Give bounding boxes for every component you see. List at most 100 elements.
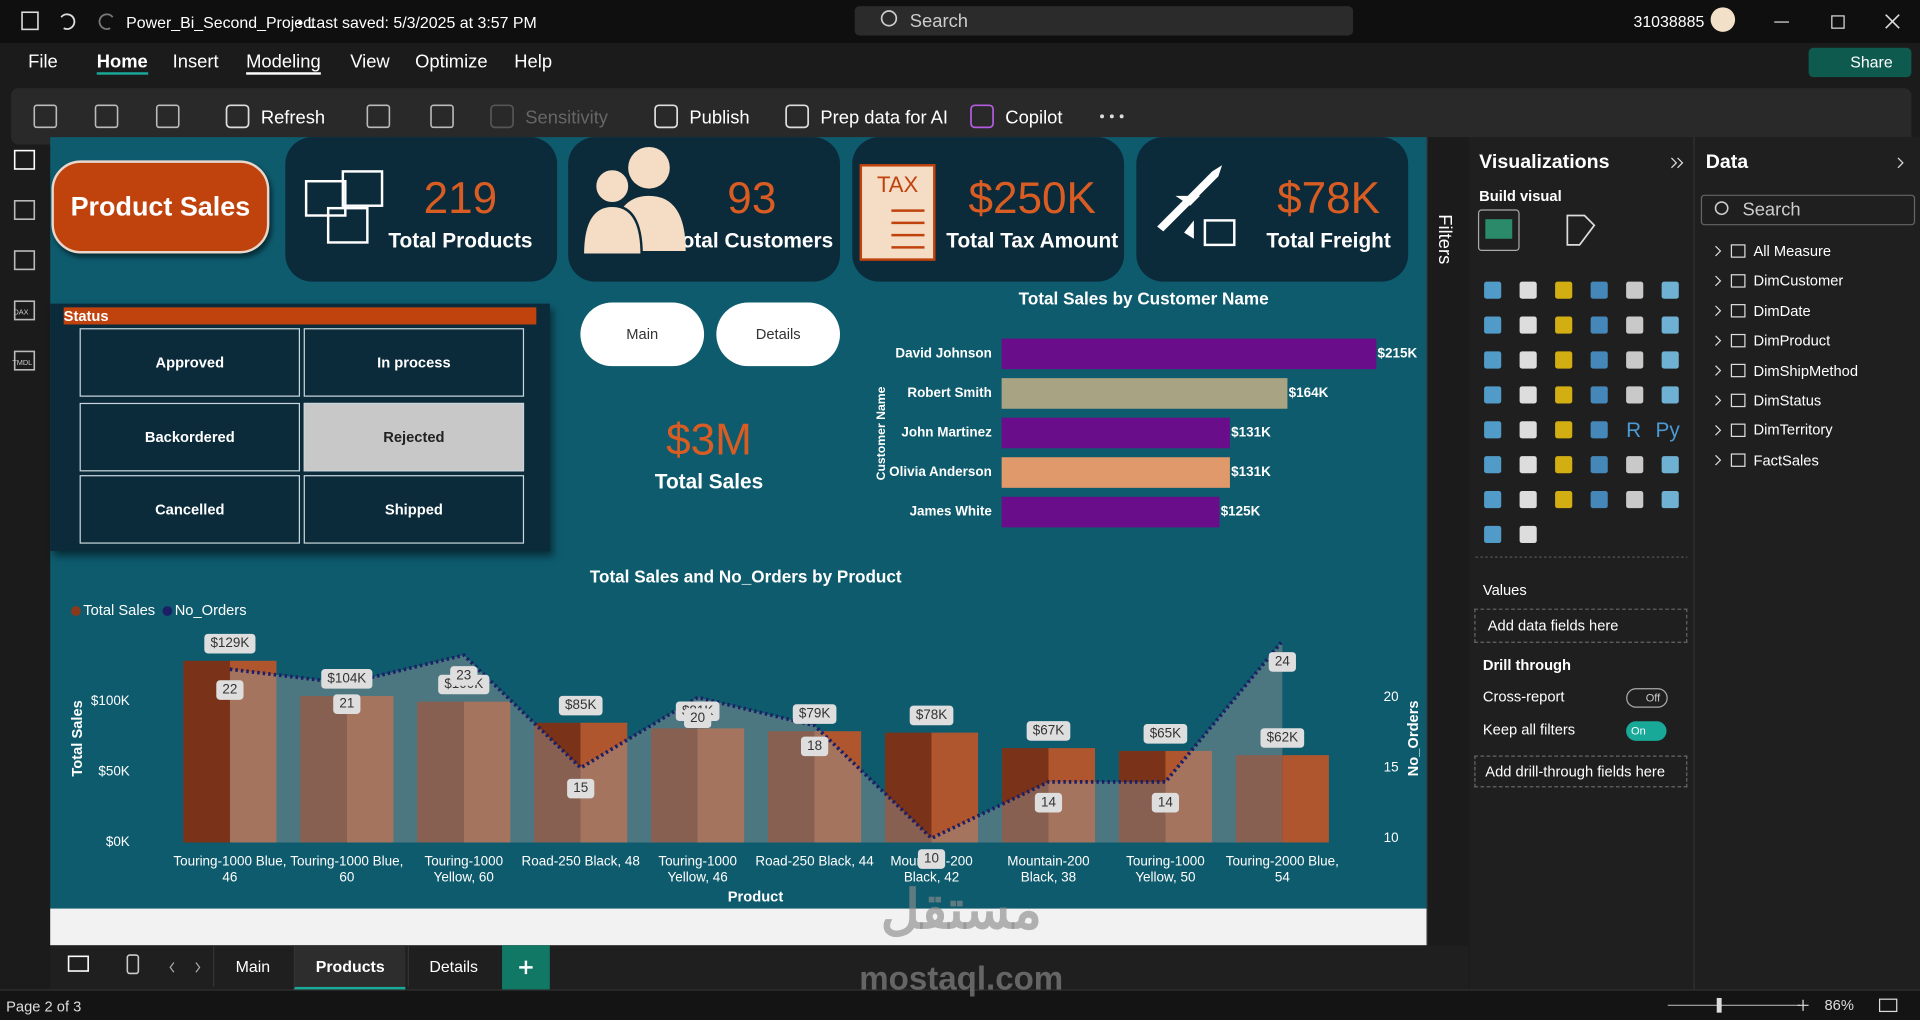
expand-icon[interactable] — [1715, 365, 1722, 376]
visual-icon[interactable] — [1661, 456, 1679, 474]
rail-label[interactable]: DAX — [13, 309, 29, 318]
visual-icon[interactable] — [1484, 386, 1502, 404]
visual-icon[interactable] — [1519, 316, 1537, 334]
ribbon-icon[interactable] — [225, 104, 250, 129]
filters-pane[interactable] — [1426, 137, 1471, 946]
menu-item[interactable]: Optimize — [415, 51, 488, 73]
bar[interactable] — [885, 732, 979, 843]
table-name[interactable]: DimStatus — [1753, 391, 1822, 409]
avatar[interactable] — [1710, 7, 1736, 32]
visual-icon[interactable] — [1519, 386, 1537, 404]
tab-next[interactable] — [195, 962, 201, 973]
visual-icon[interactable] — [1590, 421, 1608, 439]
visual-icon[interactable] — [1555, 351, 1573, 369]
page-tab[interactable]: Details — [407, 945, 499, 987]
rail-icon[interactable] — [13, 300, 36, 321]
visual-icon[interactable] — [1590, 456, 1608, 474]
expand-icon[interactable] — [1715, 245, 1722, 257]
slicer-item[interactable]: Shipped — [303, 475, 525, 544]
rail-icon[interactable] — [13, 350, 36, 371]
visual-icon[interactable] — [1484, 525, 1502, 544]
visual-icon[interactable] — [1661, 281, 1679, 299]
bar[interactable] — [651, 728, 745, 843]
zoom-thumb[interactable] — [1716, 997, 1722, 1013]
visual-icon[interactable] — [1555, 386, 1573, 404]
ribbon-button[interactable]: Sensitivity — [525, 107, 608, 129]
ribbon-button[interactable]: Copilot — [1005, 107, 1063, 129]
visual-icon[interactable] — [1590, 386, 1608, 404]
visual-icon[interactable] — [1484, 421, 1502, 439]
ribbon-icon[interactable] — [94, 104, 119, 129]
slicer-item[interactable]: Rejected — [303, 402, 525, 472]
visual-icon[interactable] — [1519, 525, 1537, 544]
slicer-item[interactable]: Cancelled — [79, 475, 301, 544]
visual-icon[interactable] — [1661, 351, 1679, 369]
more-dot[interactable] — [1100, 114, 1104, 119]
table-name[interactable]: FactSales — [1753, 451, 1819, 469]
visual-icon[interactable] — [1519, 351, 1537, 369]
expand-icon[interactable] — [1715, 454, 1722, 466]
zoom-in[interactable] — [1797, 999, 1809, 1011]
ribbon-button[interactable]: Refresh — [260, 107, 326, 129]
expand-icon[interactable] — [1715, 395, 1722, 406]
rail-icon[interactable] — [13, 149, 36, 170]
redo-icon[interactable] — [98, 13, 114, 30]
visual-icon[interactable] — [1484, 491, 1502, 509]
visual-icon[interactable] — [1590, 281, 1608, 299]
ribbon-button[interactable]: Prep data for AI — [820, 107, 949, 129]
save-icon[interactable] — [21, 11, 39, 31]
table-name[interactable]: DimShipMethod — [1753, 361, 1859, 380]
maximize[interactable] — [1831, 15, 1845, 29]
menu-item[interactable]: Home — [96, 51, 148, 75]
ribbon-icon[interactable] — [366, 104, 391, 129]
pane-collapse[interactable] — [1670, 157, 1684, 169]
visual-icon[interactable] — [1555, 316, 1573, 334]
visual-icon[interactable] — [1519, 456, 1537, 474]
visual-icon[interactable] — [1590, 491, 1608, 509]
legend-label[interactable]: No_Orders — [175, 603, 247, 619]
visual-icon[interactable] — [1555, 281, 1573, 299]
expand-icon[interactable] — [1715, 275, 1722, 287]
ribbon-icon[interactable] — [785, 104, 810, 129]
visual-icon[interactable] — [1661, 316, 1679, 334]
visual-icon[interactable] — [1519, 491, 1537, 509]
ribbon-icon[interactable] — [33, 104, 58, 129]
visual-icon[interactable] — [1626, 351, 1644, 369]
rail-icon[interactable] — [13, 200, 36, 220]
visual-icon[interactable] — [1555, 491, 1573, 509]
search-text[interactable]: Search — [909, 11, 968, 32]
visual-icon[interactable] — [1519, 281, 1537, 299]
more-dot[interactable] — [1119, 114, 1124, 119]
visual-icon[interactable] — [1484, 316, 1502, 334]
share-button[interactable]: Share — [1808, 47, 1912, 78]
visual-icon[interactable] — [1484, 351, 1502, 369]
visual-icon[interactable] — [1661, 491, 1679, 509]
bar[interactable] — [417, 701, 511, 843]
visual-icon[interactable]: Py — [1655, 418, 1680, 443]
visual-icon[interactable] — [1626, 316, 1644, 334]
slicer-item[interactable]: Backordered — [79, 402, 301, 472]
menu-item[interactable]: Modeling — [246, 51, 321, 75]
menu-item[interactable]: Help — [514, 51, 553, 73]
visual-icon[interactable]: R — [1626, 418, 1642, 443]
visual-icon[interactable] — [1555, 421, 1573, 439]
visual-icon[interactable] — [1484, 456, 1502, 474]
tab-prev[interactable] — [169, 962, 175, 973]
legend-label[interactable]: Total Sales — [83, 603, 155, 619]
bar[interactable] — [1001, 338, 1377, 370]
table-name[interactable]: DimProduct — [1753, 332, 1831, 350]
visual-icon[interactable] — [1661, 386, 1679, 404]
expand-icon[interactable] — [1715, 335, 1722, 346]
expand-icon[interactable] — [1715, 305, 1722, 317]
menu-item[interactable]: View — [350, 51, 390, 73]
bar[interactable] — [1001, 496, 1220, 528]
mobile-view[interactable] — [126, 954, 140, 975]
more-dot[interactable] — [1109, 114, 1114, 119]
search-box[interactable] — [854, 6, 1354, 36]
table-name[interactable]: DimTerritory — [1753, 421, 1833, 439]
rail-icon[interactable] — [13, 250, 36, 271]
page-tab[interactable]: Products — [293, 945, 406, 990]
expand-icon[interactable] — [1715, 424, 1722, 436]
visual-icon[interactable] — [1626, 386, 1644, 404]
ribbon-icon[interactable] — [654, 104, 679, 129]
